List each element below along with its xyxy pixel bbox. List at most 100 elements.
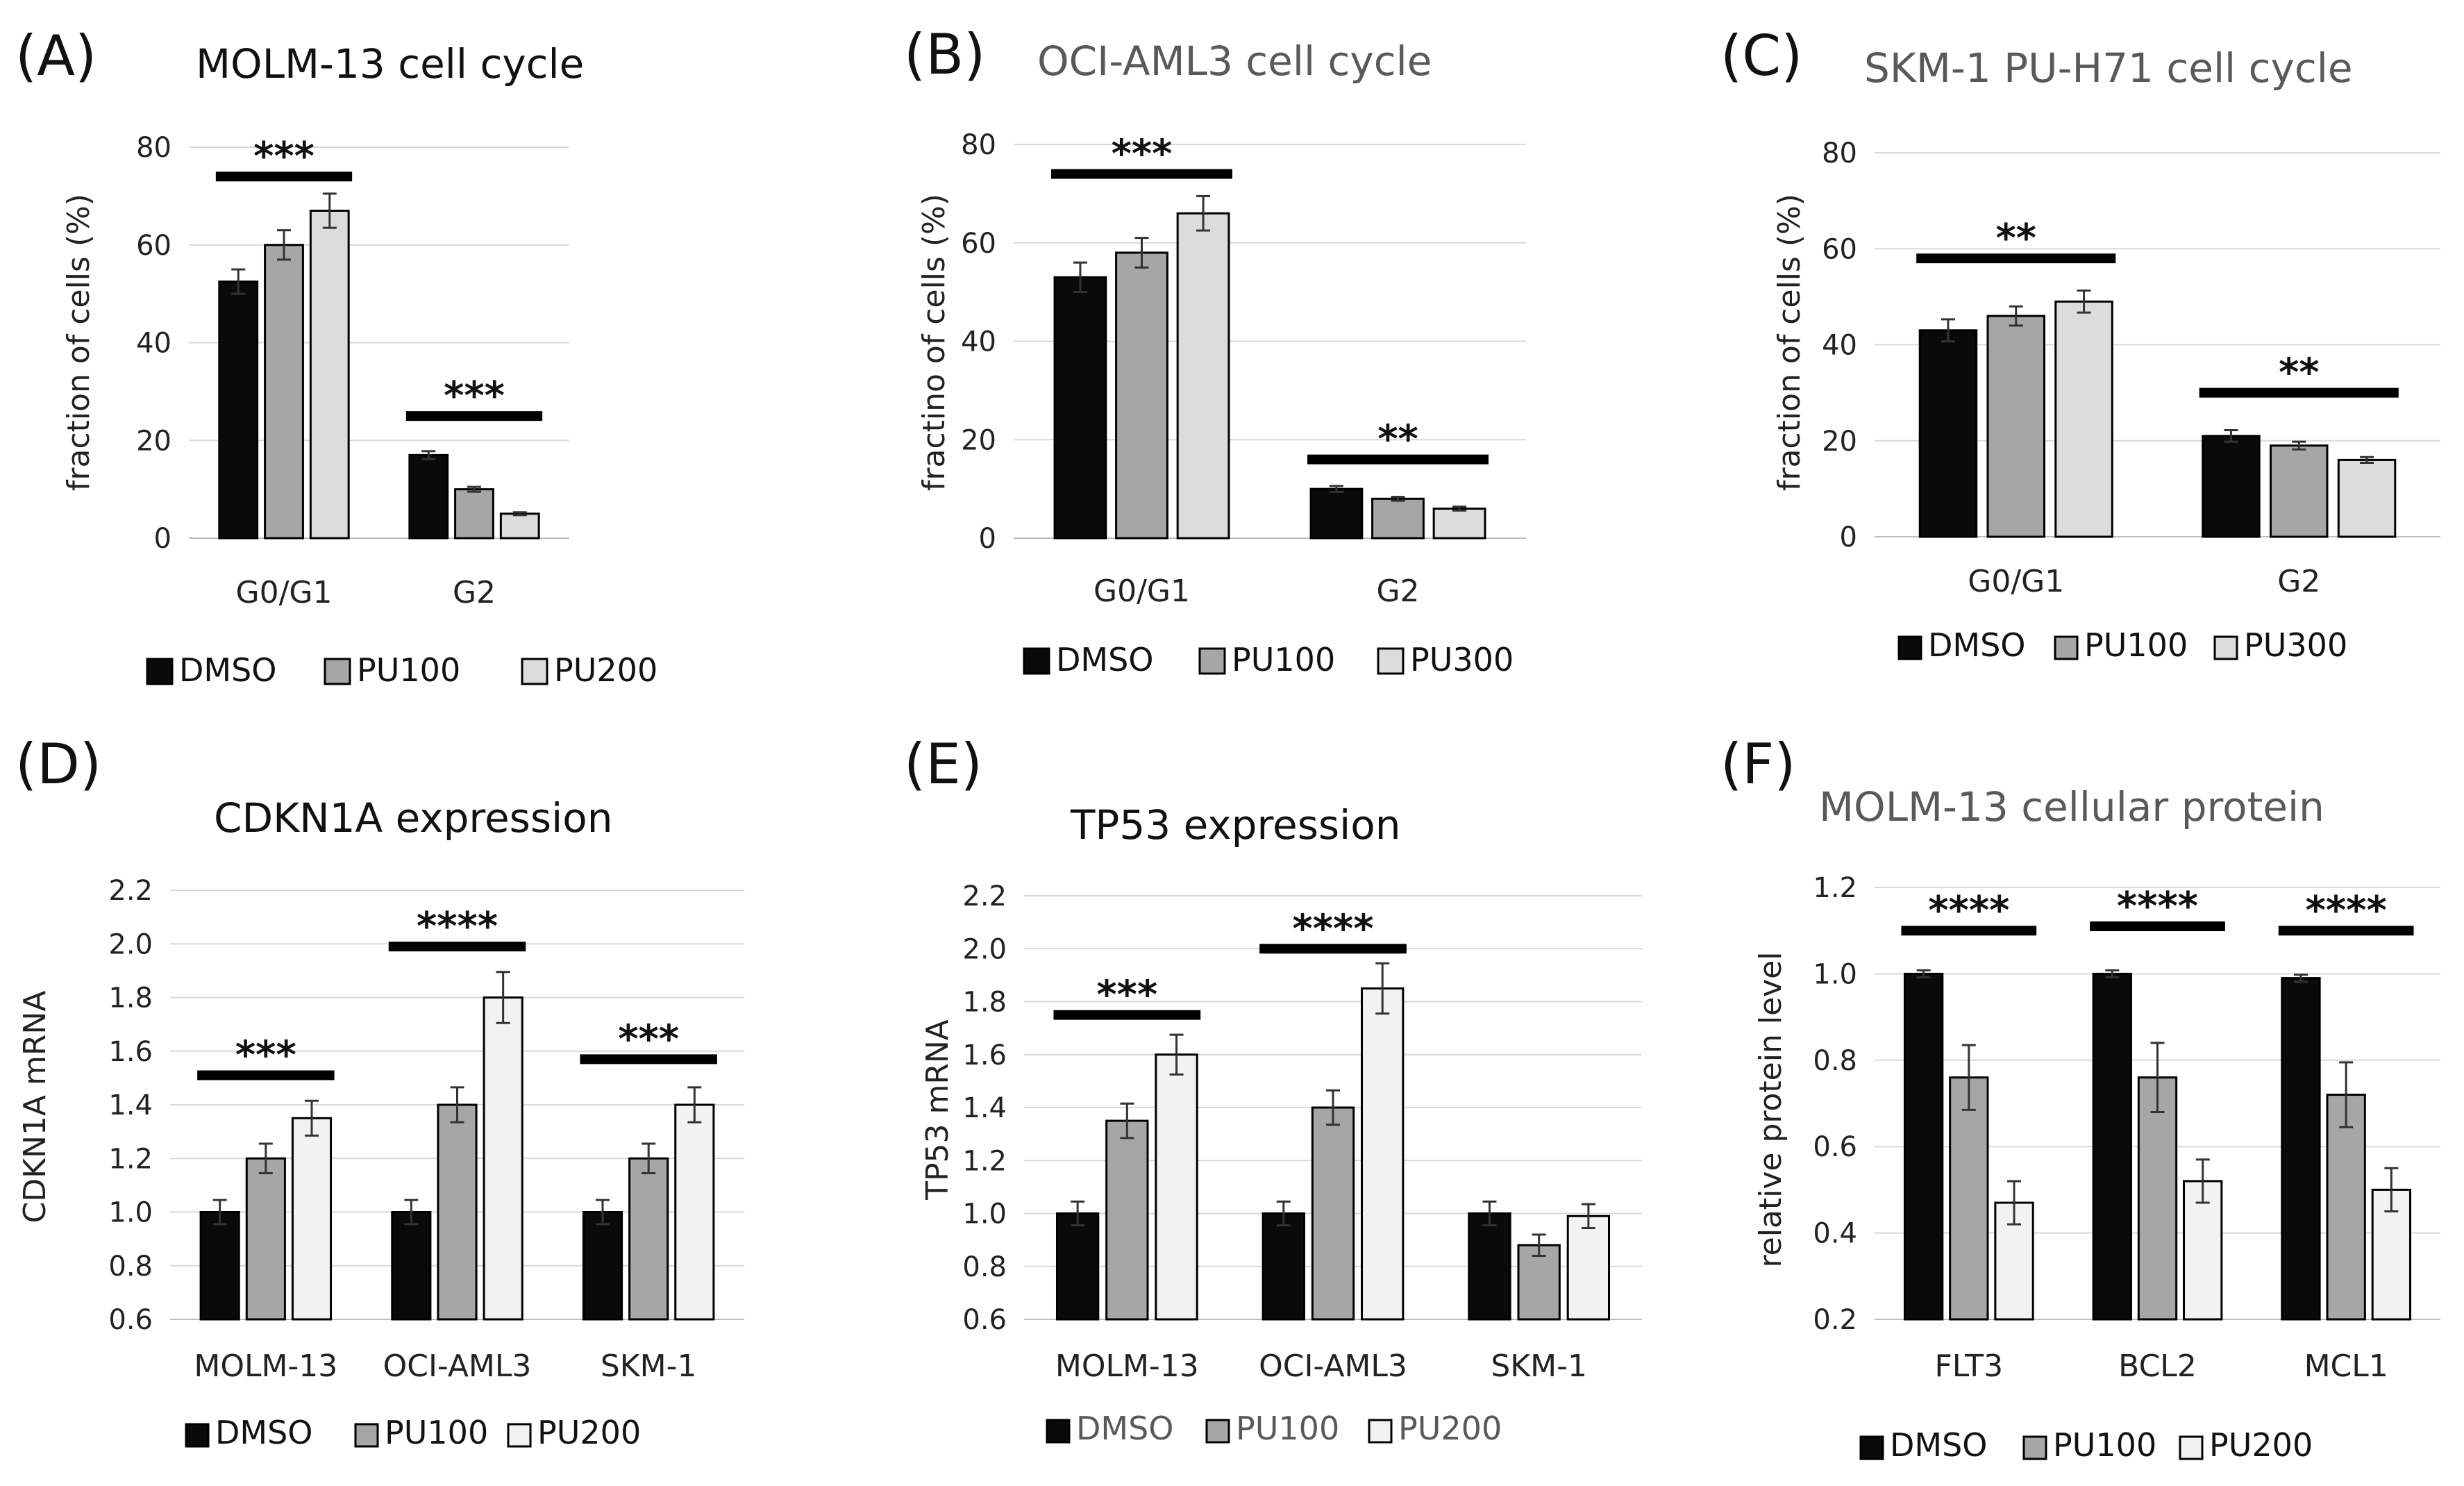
x-tick-label: G2 <box>2277 564 2320 599</box>
bar-pu200 <box>1155 1053 1198 1321</box>
significance-label: *** <box>1112 132 1173 177</box>
x-tick-label: MOLM-13 <box>1055 1349 1199 1384</box>
y-tick-label: 80 <box>1822 137 1857 169</box>
legend-swatch-pu200 <box>521 658 548 685</box>
bar-pu100 <box>1311 1106 1355 1321</box>
significance-label: **** <box>1292 906 1373 951</box>
legend-swatch-pu300 <box>2213 635 2238 660</box>
significance-label: **** <box>1928 888 2009 933</box>
y-tick-label: 1.0 <box>1813 958 1857 990</box>
y-axis-label: CDKN1A mRNA <box>17 991 53 1224</box>
bar-pu200 <box>499 512 540 540</box>
x-tick-label: FLT3 <box>1935 1349 2004 1384</box>
chart-title: CDKN1A expression <box>214 794 612 842</box>
legend-label: DMSO <box>1928 626 2026 664</box>
bar-dmso <box>1918 329 1978 538</box>
bar-dmso <box>2202 435 2261 538</box>
chart-title: MOLM-13 cell cycle <box>196 40 584 87</box>
bar-dmso <box>408 453 449 540</box>
bar-pu200 <box>309 209 350 540</box>
y-tick-label: 60 <box>961 228 996 260</box>
panel-label: (D) <box>15 732 101 796</box>
legend-swatch-dmso <box>1023 647 1050 675</box>
bar-pu300 <box>2337 458 2397 538</box>
x-tick-label: OCI-AML3 <box>383 1349 532 1384</box>
bar-dmso <box>582 1211 623 1321</box>
significance-label: *** <box>444 374 505 419</box>
bar-pu300 <box>2054 300 2113 538</box>
y-tick-label: 0 <box>154 523 171 555</box>
y-tick-label: 1.0 <box>962 1199 1007 1230</box>
y-axis-label: fractino of cells (%) <box>916 194 952 491</box>
legend-swatch-pu100 <box>2054 635 2079 660</box>
y-tick-label: 20 <box>136 425 171 457</box>
significance-label: **** <box>2306 888 2387 933</box>
x-tick-label: SKM-1 <box>1491 1349 1587 1384</box>
bar-pu300 <box>1176 212 1230 540</box>
significance-label: **** <box>2117 884 2198 929</box>
bar-dmso <box>2281 977 2321 1321</box>
y-tick-label: 2.0 <box>962 933 1007 965</box>
panel-label: (A) <box>15 24 97 88</box>
legend-label: DMSO <box>1056 641 1154 678</box>
panel-label: (B) <box>904 22 985 87</box>
chart-panel-5: (F) MOLM-13 cellular protein relative prot… <box>1720 732 2440 1464</box>
panel-label: (C) <box>1720 24 1802 88</box>
significance-label: *** <box>235 1033 296 1078</box>
panel-label: (E) <box>904 732 982 796</box>
significance-label: *** <box>1096 973 1157 1018</box>
y-tick-label: 0.8 <box>1813 1045 1857 1077</box>
bar-pu100 <box>1949 1076 1989 1321</box>
legend-swatch-pu100 <box>1198 647 1226 675</box>
legend-label: DMSO <box>179 651 277 689</box>
bar-pu100 <box>264 244 304 540</box>
y-tick-label: 60 <box>136 230 171 262</box>
y-tick-label: 60 <box>1822 233 1857 265</box>
legend-swatch-dmso <box>1046 1419 1071 1444</box>
x-tick-label: SKM-1 <box>601 1349 697 1384</box>
y-tick-label: 1.4 <box>962 1092 1007 1124</box>
significance-label: **** <box>417 904 498 949</box>
bar-pu300 <box>1432 507 1486 540</box>
bar-pu200 <box>1566 1214 1611 1321</box>
chart-panel-0: (A) MOLM-13 cell cycle fraction of cells (… <box>15 24 657 689</box>
significance-label: ** <box>2279 351 2320 396</box>
legend-swatch-dmso <box>185 1423 210 1448</box>
legend-label: PU300 <box>1410 641 1514 678</box>
y-tick-label: 0.6 <box>962 1304 1007 1336</box>
legend-swatch-pu100 <box>324 658 351 685</box>
bar-pu200 <box>1361 987 1405 1321</box>
bar-pu200 <box>291 1117 333 1321</box>
y-axis-label: relative protein level <box>1753 952 1788 1268</box>
legend-swatch-pu100 <box>354 1423 379 1448</box>
x-tick-label: G0/G1 <box>1093 574 1190 609</box>
bar-dmso <box>1055 1212 1100 1321</box>
y-tick-label: 0 <box>979 523 996 555</box>
significance-label: ** <box>1377 417 1418 462</box>
bar-dmso <box>199 1211 240 1321</box>
y-tick-label: 40 <box>961 326 996 358</box>
x-tick-label: G2 <box>1376 574 1419 609</box>
bar-pu100 <box>1986 315 2045 538</box>
y-tick-label: 40 <box>1822 330 1857 362</box>
legend-label: PU100 <box>2084 626 2188 664</box>
y-tick-label: 20 <box>961 424 996 456</box>
significance-label: *** <box>618 1017 679 1062</box>
bar-pu100 <box>2326 1094 2366 1321</box>
bar-dmso <box>1262 1212 1305 1321</box>
legend-label: PU100 <box>1236 1410 1339 1447</box>
y-tick-label: 1.6 <box>108 1036 153 1068</box>
legend-swatch-pu200 <box>1368 1419 1393 1444</box>
y-tick-label: 80 <box>136 132 171 164</box>
bar-dmso <box>218 281 259 540</box>
y-tick-label: 2.2 <box>962 880 1007 912</box>
bar-dmso <box>1053 276 1107 540</box>
bar-pu100 <box>1105 1119 1149 1321</box>
chart-title: TP53 expression <box>1070 801 1401 849</box>
bar-pu100 <box>2270 444 2329 538</box>
x-tick-label: G0/G1 <box>235 575 332 610</box>
y-axis-label: fraction of cells (%) <box>1772 194 1807 491</box>
legend-label: PU100 <box>357 651 460 689</box>
y-tick-label: 2.0 <box>108 928 153 960</box>
